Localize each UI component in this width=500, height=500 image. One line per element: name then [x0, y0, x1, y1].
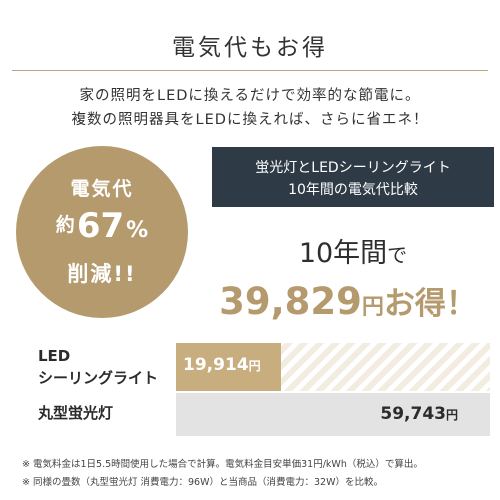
led-cost-number: 19,914 — [183, 355, 249, 375]
badge-line-3: 削減!! — [67, 262, 137, 286]
comparison-header-line-2: 10年間の電気代比較 — [288, 182, 418, 198]
fluorescent-row-label: 丸型蛍光灯 — [38, 404, 114, 422]
fluorescent-cost-value: 59,743円 — [330, 404, 458, 424]
badge-percent-number: 67 — [76, 206, 125, 246]
intro-line-2: 複数の照明器具をLEDに換えれば、さらに省エネ！ — [71, 112, 429, 128]
comparison-header-box: 蛍光灯とLEDシーリングライト 10年間の電気代比較 — [212, 147, 494, 207]
savings-years-number: 10 — [298, 238, 334, 269]
savings-amount-yen: 円 — [361, 295, 384, 320]
savings-period: 10年間で — [212, 231, 494, 270]
led-label-line-1: LED — [38, 347, 71, 365]
badge-prefix: 約 — [55, 214, 75, 236]
title-divider — [12, 70, 488, 71]
led-cost-bar — [176, 343, 281, 391]
badge-percent-sign: % — [126, 218, 149, 243]
savings-amount-number: 39,829 — [219, 280, 362, 323]
badge-percent-line: 約67% — [16, 206, 188, 246]
badge-line-1: 電気代 — [70, 178, 134, 200]
led-cost-yen: 円 — [248, 359, 261, 373]
footnote-2: ※ 同様の畳数（丸型蛍光灯 消費電力：96W）と当商品（消費電力：32W）を比較… — [22, 477, 383, 488]
fluorescent-cost-bar — [176, 393, 490, 436]
footnote-1: ※ 電気料金は1日5.5時間使用した場合で計算。電気料金目安単価31円/kWh（… — [22, 459, 423, 470]
savings-badge: 電気代 約67% 削減!! — [16, 146, 188, 318]
intro-line-1: 家の照明をLEDに換えるだけで効率的な節電に。 — [79, 88, 421, 104]
page-title: 電気代もお得 — [172, 35, 328, 61]
fluorescent-cost-yen: 円 — [445, 408, 458, 422]
savings-years-unit: 年間 — [333, 238, 388, 269]
fluorescent-cost-number: 59,743 — [380, 404, 446, 424]
led-label-line-2: シーリングライト — [38, 369, 159, 387]
led-cost-value: 19,914円 — [183, 355, 261, 375]
comparison-header-line-1: 蛍光灯とLEDシーリングライト — [255, 160, 451, 176]
savings-particle: で — [387, 243, 408, 267]
led-row-label: LED シーリングライト — [38, 345, 158, 389]
savings-amount: 39,829円お得！ — [196, 278, 500, 323]
savings-amount-suffix: お得！ — [383, 286, 477, 322]
